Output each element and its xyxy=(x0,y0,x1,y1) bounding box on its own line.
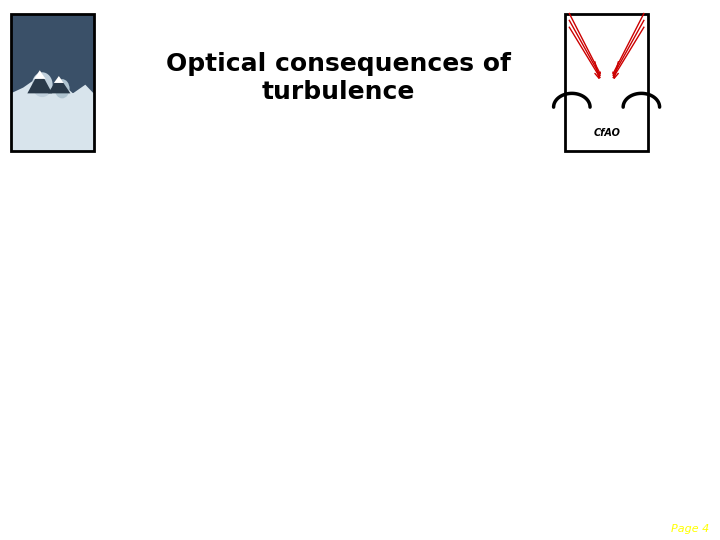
Bar xyxy=(11,14,94,151)
Text: CfAO: CfAO xyxy=(593,129,620,138)
Polygon shape xyxy=(54,76,64,83)
Ellipse shape xyxy=(55,79,70,98)
Text: Page 4: Page 4 xyxy=(671,523,709,534)
Bar xyxy=(11,14,94,151)
Polygon shape xyxy=(27,70,53,93)
Bar xyxy=(11,93,94,151)
Text: Optical consequences of
turbulence: Optical consequences of turbulence xyxy=(166,52,510,104)
Polygon shape xyxy=(48,76,71,93)
Polygon shape xyxy=(11,79,94,151)
Ellipse shape xyxy=(32,72,53,97)
Polygon shape xyxy=(34,70,45,79)
Bar xyxy=(565,14,648,151)
